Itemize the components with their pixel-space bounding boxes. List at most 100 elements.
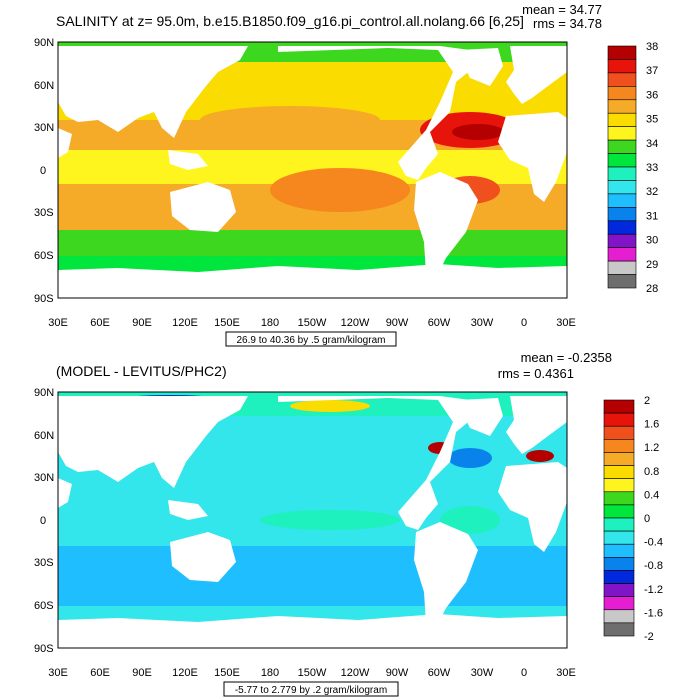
lon-label: 30E xyxy=(556,317,576,329)
lon-label: 90E xyxy=(132,667,152,679)
colorbar-label: -1.6 xyxy=(644,607,663,619)
lat-label: 90S xyxy=(34,643,54,655)
panel-title: (MODEL - LEVITUS/PHC2) xyxy=(56,363,227,379)
lon-label: 90E xyxy=(132,317,152,329)
colorbar-label: 38 xyxy=(646,41,658,53)
lon-label: 0 xyxy=(521,667,527,679)
lon-axis: 30E 60E 90E 120E 150E 180 150W 120W 90W … xyxy=(48,317,576,329)
high-salinity-core xyxy=(452,124,504,140)
lon-label: 60E xyxy=(90,317,110,329)
colorbar-label: -0.4 xyxy=(644,537,663,549)
colorbar-label: 0.4 xyxy=(644,489,659,501)
panel-salinity: SALINITY at z= 95.0m, b.e15.B1850.f09_g1… xyxy=(34,2,658,347)
colorbar-swatch xyxy=(603,439,635,453)
lon-label: 30E xyxy=(556,667,576,679)
colorbar-swatch xyxy=(607,153,637,168)
colorbar-swatch xyxy=(603,583,635,597)
lon-label: 60W xyxy=(428,667,451,679)
colorbar-swatch xyxy=(607,99,637,114)
colorbar-swatch xyxy=(603,517,635,532)
lat-label: 90S xyxy=(34,293,54,305)
colorbar-label: -0.8 xyxy=(644,560,663,572)
colorbar-swatch xyxy=(607,166,637,181)
colorbar-swatch xyxy=(603,412,635,427)
colorbar-swatch xyxy=(607,72,637,87)
lon-label: 30W xyxy=(471,667,494,679)
colorbar-swatch xyxy=(603,478,635,493)
colorbar-swatch xyxy=(603,399,635,414)
lon-label: 30E xyxy=(48,667,68,679)
lon-label: 150W xyxy=(298,317,327,329)
panel-title: SALINITY at z= 95.0m, b.e15.B1850.f09_g1… xyxy=(56,13,524,29)
lon-label: 60W xyxy=(428,317,451,329)
colorbar: 38 37 36 35 34 33 32 31 30 29 28 xyxy=(607,41,658,295)
colorbar-swatch xyxy=(603,596,635,611)
lon-label: 0 xyxy=(521,317,527,329)
colorbar-swatch xyxy=(607,45,637,60)
positive-anomaly-arctic xyxy=(290,400,370,412)
colorbar-swatch xyxy=(603,504,635,519)
colorbar-swatch xyxy=(607,260,637,275)
colorbar-swatch xyxy=(603,491,635,506)
colorbar-label: -2 xyxy=(644,631,654,643)
colorbar-label: 37 xyxy=(646,65,658,77)
colorbar-label: 1.6 xyxy=(644,419,659,431)
equatorial-anomaly xyxy=(260,510,400,530)
colorbar-label: 32 xyxy=(646,186,658,198)
range-label: 26.9 to 40.36 by .5 gram/kilogram xyxy=(237,335,386,346)
lat-label: 60S xyxy=(34,600,54,612)
salinity-band-southern-ocean xyxy=(58,230,567,260)
lon-label: 180 xyxy=(261,667,279,679)
colorbar-swatch xyxy=(603,452,635,466)
lat-label: 30S xyxy=(34,557,54,569)
colorbar-swatch xyxy=(607,86,637,101)
lon-axis: 30E 60E 90E 120E 150E 180 150W 120W 90W … xyxy=(48,667,576,679)
colorbar-swatch xyxy=(607,193,637,208)
colorbar-label: 33 xyxy=(646,162,658,174)
lat-axis: 90N 60N 30N 0 30S 60S 90S xyxy=(34,37,54,305)
colorbar-swatch xyxy=(607,126,637,141)
lat-axis: 90N 60N 30N 0 30S 60S 90S xyxy=(34,387,54,655)
colorbar-swatch xyxy=(607,220,637,235)
colorbar-swatch xyxy=(607,112,637,127)
range-box xyxy=(223,681,399,697)
lon-label: 90W xyxy=(386,667,409,679)
colorbar-swatch xyxy=(603,622,635,637)
map-area xyxy=(58,42,567,298)
lon-label: 150E xyxy=(214,667,240,679)
colorbar-swatch xyxy=(603,543,635,558)
colorbar-swatch xyxy=(607,59,637,74)
colorbar-label: 0 xyxy=(644,513,650,525)
range-box xyxy=(225,331,397,347)
lat-label: 30N xyxy=(34,122,54,134)
lon-label: 30E xyxy=(48,317,68,329)
anomaly-band-south xyxy=(58,546,567,606)
lat-label: 60N xyxy=(34,80,54,92)
north-pacific-high xyxy=(200,106,380,134)
colorbar-swatch xyxy=(603,425,635,440)
panel-difference: (MODEL - LEVITUS/PHC2) mean = -0.2358 rm… xyxy=(34,350,663,697)
colorbar-swatch xyxy=(603,557,635,571)
mediterranean-positive xyxy=(526,450,554,462)
colorbar-label: -1.2 xyxy=(644,584,663,596)
lat-label: 0 xyxy=(40,165,46,177)
high-salinity-south-pacific xyxy=(270,168,410,212)
colorbar-swatch xyxy=(607,180,637,195)
mean-label: mean = -0.2358 xyxy=(521,350,612,365)
map-area xyxy=(58,392,567,648)
colorbar-label: 2 xyxy=(644,395,650,407)
rms-label: rms = 0.4361 xyxy=(498,366,574,381)
colorbar-label: 0.8 xyxy=(644,466,659,478)
lon-label: 90W xyxy=(386,317,409,329)
lat-label: 30S xyxy=(34,207,54,219)
colorbar-swatch xyxy=(607,233,637,248)
colorbar-swatch xyxy=(603,465,635,479)
lon-label: 120W xyxy=(341,317,370,329)
lon-label: 180 xyxy=(261,317,279,329)
colorbar-label: 31 xyxy=(646,210,658,222)
lat-label: 90N xyxy=(34,37,54,49)
colorbar: 2 1.6 1.2 0.8 0.4 0 -0.4 -0.8 -1.2 -1.6 -2 xyxy=(603,395,663,643)
colorbar-label: 28 xyxy=(646,283,658,295)
range-label: -5.77 to 2.779 by .2 gram/kilogram xyxy=(235,685,387,696)
